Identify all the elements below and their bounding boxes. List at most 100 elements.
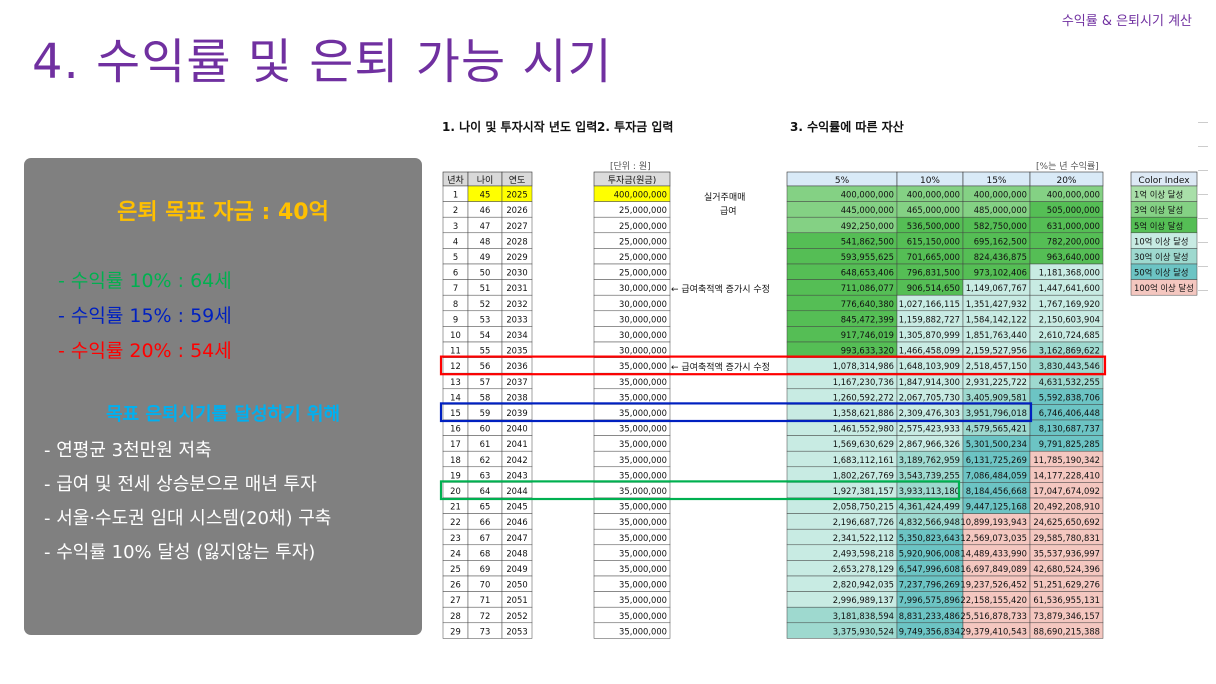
table-cell: [786, 372, 898, 390]
table-cell-text: 2053: [506, 626, 527, 636]
legend-label: 100억 이상 달성: [1134, 283, 1194, 293]
header-cell-text: 10%: [920, 176, 940, 186]
table-cell-text: 21: [450, 502, 461, 512]
table-cell-text: 64: [480, 486, 491, 496]
table-cell-text: 3,375,930,524: [833, 626, 894, 636]
table-cell-text: 7,086,484,059: [966, 470, 1027, 480]
table-cell: [501, 435, 533, 452]
header-cell: [962, 171, 1031, 187]
table-cell-text: 71: [480, 595, 491, 605]
table-cell-text: 4,361,424,499: [899, 502, 960, 512]
table-cell-text: 1,569,630,629: [833, 439, 894, 449]
table-cell-text: 35,000,000: [619, 580, 667, 590]
table-cell: [962, 528, 1031, 546]
table-cell-text: 35,000,000: [619, 455, 667, 465]
section-1-title: 1. 나이 및 투자시작 년도 입력: [442, 120, 598, 134]
legend-swatch: [1130, 263, 1198, 280]
table-cell-text: 701,665,000: [907, 252, 960, 262]
table-cell: [896, 326, 964, 343]
table-cell: [467, 201, 503, 218]
legend-swatch: [1130, 201, 1198, 218]
table-cell: [593, 606, 671, 624]
table-cell: [501, 575, 533, 592]
table-cell-text: 2,575,423,933: [899, 424, 960, 434]
table-cell-text: 2,867,966,326: [899, 439, 960, 449]
table-cell: [1029, 466, 1104, 483]
table-cell-text: 541,862,500: [841, 236, 894, 246]
section-3-title: 3. 수익률에 따른 자산: [790, 120, 904, 134]
table-cell-text: 65: [480, 502, 491, 512]
table-cell-text: 492,250,000: [841, 221, 894, 231]
table-cell: [501, 560, 533, 577]
table-cell: [1029, 419, 1104, 436]
table-cell: [442, 216, 469, 234]
table-cell-text: 2034: [506, 330, 527, 340]
table-cell: [896, 279, 964, 296]
table-cell: [1029, 216, 1104, 234]
table-cell-text: 465,000,000: [907, 205, 960, 215]
table-cell: [501, 248, 533, 265]
table-cell-text: 6,131,725,269: [966, 455, 1027, 465]
table-cell-text: 35,000,000: [619, 470, 667, 480]
table-cell: [896, 294, 964, 312]
legend-header-text: Color Index: [1138, 176, 1190, 186]
table-cell: [962, 560, 1031, 577]
table-cell: [962, 294, 1031, 312]
table-cell: [896, 450, 964, 468]
table-cell-text: 1: [453, 190, 458, 200]
table-cell: [1029, 591, 1104, 608]
table-cell: [962, 372, 1031, 390]
table-cell-text: 505,000,000: [1047, 205, 1100, 215]
table-cell-text: 2026: [506, 205, 527, 215]
legend-label: 30억 이상 달성: [1134, 252, 1189, 262]
table-cell-text: 400,000,000: [614, 190, 667, 200]
table-cell: [442, 560, 469, 577]
table-cell-text: 51: [480, 283, 491, 293]
table-cell: [467, 216, 503, 234]
table-cell-text: 5,592,838,706: [1039, 392, 1100, 402]
header-cell: [501, 171, 533, 187]
table-cell: [501, 388, 533, 405]
table-cell: [896, 263, 964, 280]
table-cell-text: 35,000,000: [619, 533, 667, 543]
table-cell-text: 22: [450, 517, 461, 527]
table-cell-text: 485,000,000: [974, 205, 1027, 215]
table-cell-text: 906,514,650: [907, 283, 960, 293]
table-cell: [1029, 263, 1104, 280]
table-cell: [593, 310, 671, 327]
table-cell: [962, 185, 1031, 202]
table-cell: [962, 201, 1031, 218]
table-cell: [1029, 294, 1104, 312]
table-cell: [593, 544, 671, 561]
table-cell: [501, 606, 533, 624]
table-cell: [593, 528, 671, 546]
table-cell: [1029, 528, 1104, 546]
header-cell: [786, 171, 898, 187]
table-cell-text: 29: [450, 626, 461, 636]
table-cell-text: 30,000,000: [619, 330, 667, 340]
table-cell: [1029, 232, 1104, 249]
table-cell-text: 49: [480, 252, 491, 262]
table-cell: [501, 482, 533, 499]
table-cell: [1029, 497, 1104, 514]
table-cell-text: 2,931,225,722: [966, 377, 1027, 387]
table-cell: [786, 450, 898, 468]
table-cell: [962, 466, 1031, 483]
table-cell-text: 62: [480, 455, 491, 465]
table-cell-text: 8,184,456,668: [966, 486, 1027, 496]
table-cell-text: 2,067,705,730: [899, 392, 960, 402]
table-cell-text: 35,000,000: [619, 502, 667, 512]
table-cell-text: 30,000,000: [619, 299, 667, 309]
table-cell: [593, 294, 671, 312]
table-cell-text: 2041: [506, 439, 527, 449]
table-cell: [786, 419, 898, 436]
table-cell-text: 18: [450, 455, 461, 465]
table-cell-text: 3,189,762,959: [899, 455, 960, 465]
table-cell: [593, 185, 671, 202]
table-cell: [786, 279, 898, 296]
table-cell-text: 35,000,000: [619, 377, 667, 387]
legend-label: 5억 이상 달성: [1134, 221, 1183, 231]
table-cell-text: 16: [450, 424, 461, 434]
table-cell-text: 5,920,906,008: [899, 548, 960, 558]
table-cell: [1029, 341, 1104, 358]
